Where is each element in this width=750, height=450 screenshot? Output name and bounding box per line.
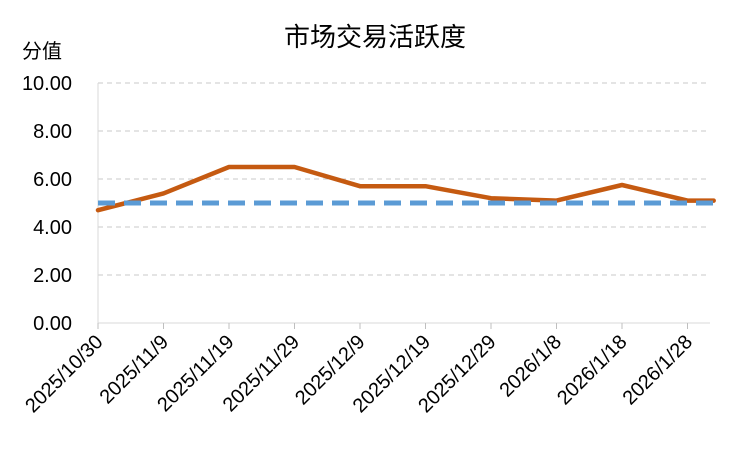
x-tick-label: 2026/1/18 [553, 331, 631, 409]
y-tick-label: 6.00 [33, 169, 72, 191]
series-lines [95, 164, 716, 213]
x-tick-label: 2025/10/30 [21, 331, 107, 417]
gridlines [98, 82, 710, 276]
x-tick-labels: 2025/10/302025/11/92025/11/192025/11/292… [21, 331, 697, 417]
y-tick-label: 0.00 [33, 313, 72, 335]
y-tick-label: 8.00 [33, 121, 72, 143]
y-tick-label: 10.00 [22, 73, 72, 95]
y-axis-label: 分值 [22, 39, 62, 63]
series-line [95, 164, 716, 213]
axes [97, 83, 710, 329]
y-tick-label: 4.00 [33, 217, 72, 239]
x-tick-label: 2026/1/28 [619, 331, 697, 409]
y-tick-label: 2.00 [33, 265, 72, 287]
chart-title: 市场交易活跃度 [284, 23, 466, 53]
y-tick-labels: 0.00 2.00 4.00 6.00 8.00 10.00 [22, 73, 72, 335]
